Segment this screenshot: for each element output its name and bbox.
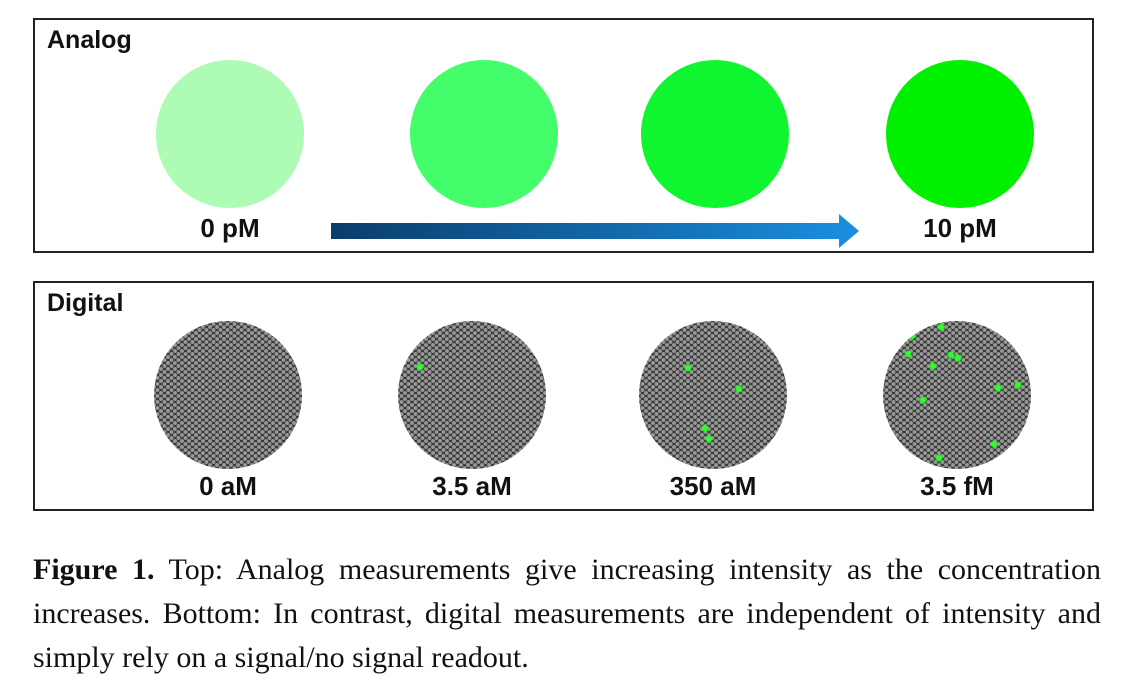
digital-panel-title: Digital — [47, 289, 124, 317]
signal-dot — [938, 324, 944, 330]
signal-dot — [417, 364, 423, 370]
analog-circle-4 — [886, 60, 1034, 208]
analog-label-high: 10 pM — [923, 213, 997, 243]
signal-dot — [736, 386, 742, 392]
signal-dot — [991, 441, 997, 447]
analog-panel: Analog 0 pM 10 pM — [33, 18, 1094, 253]
signal-dot — [995, 385, 1001, 391]
signal-dot — [948, 352, 954, 358]
digital-label-2: 3.5 aM — [432, 471, 512, 501]
signal-dot — [702, 425, 708, 431]
signal-dot — [936, 455, 942, 461]
digital-array-3-5-aM — [398, 321, 546, 469]
digital-panel: Digital 0 aM 3.5 aM 350 aM 3.5 fM — [33, 281, 1094, 511]
digital-array-0-aM — [154, 321, 302, 469]
figure-label: Figure 1. — [33, 553, 155, 586]
analog-circle-3 — [641, 60, 789, 208]
digital-array-3-5-fM — [883, 321, 1031, 469]
analog-circle-2 — [410, 60, 558, 208]
digital-label-4: 3.5 fM — [920, 471, 994, 501]
caption-text: Top: Analog measurements give increasing… — [33, 553, 1101, 674]
figure-caption: Figure 1. Top: Analog measurements give … — [33, 548, 1101, 680]
signal-dot — [909, 333, 915, 339]
analog-circle-1 — [156, 60, 304, 208]
signal-dot — [706, 436, 712, 442]
signal-dot — [685, 365, 691, 371]
signal-dot — [905, 351, 911, 357]
signal-dot — [1015, 382, 1021, 388]
signal-dot — [930, 363, 936, 369]
digital-array-350-aM — [639, 321, 787, 469]
analog-panel-title: Analog — [47, 26, 132, 54]
analog-label-low: 0 pM — [200, 213, 260, 243]
concentration-arrow-icon — [331, 214, 859, 248]
signal-dot — [920, 397, 926, 403]
digital-label-3: 350 aM — [669, 471, 757, 501]
signal-dot — [955, 355, 961, 361]
digital-label-1: 0 aM — [199, 471, 257, 501]
